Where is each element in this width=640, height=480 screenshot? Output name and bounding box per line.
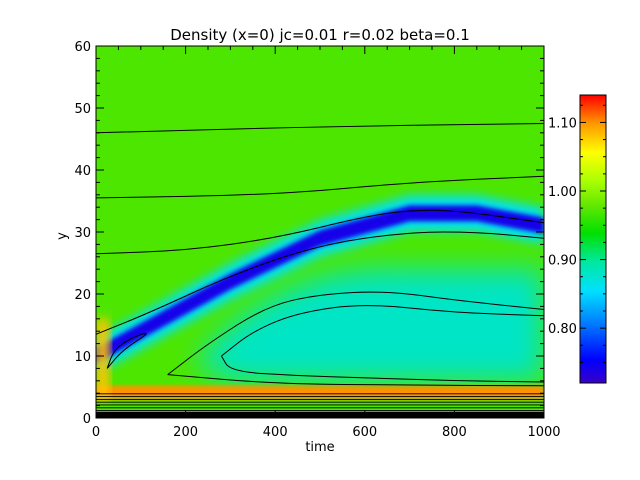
contour-line-0 bbox=[96, 123, 544, 134]
x-tick-label: 1000 bbox=[527, 425, 560, 440]
y-tick-label: 40 bbox=[74, 164, 91, 179]
y-axis-label: y bbox=[55, 232, 70, 240]
contour-lines bbox=[96, 123, 544, 412]
y-tick-label: 50 bbox=[74, 102, 91, 117]
colorbar bbox=[579, 94, 607, 384]
colorbar-axis: 0.80 0.90 1.00 1.10 bbox=[548, 104, 606, 363]
y-tick-label: 20 bbox=[74, 288, 91, 303]
contour-line-1 bbox=[96, 175, 544, 199]
contour-line-4 bbox=[106, 333, 147, 369]
heatmap-high-layer bbox=[96, 385, 544, 400]
x-axis-label: time bbox=[305, 440, 334, 455]
contour-line-7 bbox=[221, 355, 544, 383]
x-tick-label: 600 bbox=[352, 425, 377, 440]
heatmap-band-core bbox=[96, 205, 544, 364]
x-axis: 0 200 400 600 800 1000 bbox=[92, 46, 561, 440]
y-tick-label: 30 bbox=[74, 226, 91, 241]
y-tick-label: 0 bbox=[83, 412, 91, 427]
colorbar-tick-label: 0.90 bbox=[548, 254, 577, 269]
contour-line-5 bbox=[167, 374, 544, 387]
heatmap-inner-region bbox=[194, 269, 544, 381]
contour-line-8 bbox=[221, 305, 544, 357]
colorbar-tick-label: 1.00 bbox=[548, 185, 577, 200]
chart-title: Density (x=0) jc=0.01 r=0.02 beta=0.1 bbox=[170, 26, 470, 44]
colorbar-tick-label: 0.80 bbox=[548, 322, 577, 337]
x-tick-label: 400 bbox=[263, 425, 288, 440]
x-tick-label: 800 bbox=[442, 425, 467, 440]
colorbar-tick-label: 1.10 bbox=[548, 116, 577, 131]
x-tick-label: 0 bbox=[92, 425, 100, 440]
y-tick-label: 10 bbox=[74, 350, 91, 365]
x-tick-label: 200 bbox=[173, 425, 198, 440]
heatmap-field bbox=[96, 46, 544, 418]
contour-line-2 bbox=[96, 209, 544, 255]
contour-line-3 bbox=[96, 231, 544, 335]
y-tick-label: 60 bbox=[74, 40, 91, 55]
contour-line-6 bbox=[167, 291, 544, 375]
heatmap-left-edge bbox=[96, 318, 110, 400]
y-axis: 0 10 20 30 40 50 60 bbox=[74, 40, 544, 427]
